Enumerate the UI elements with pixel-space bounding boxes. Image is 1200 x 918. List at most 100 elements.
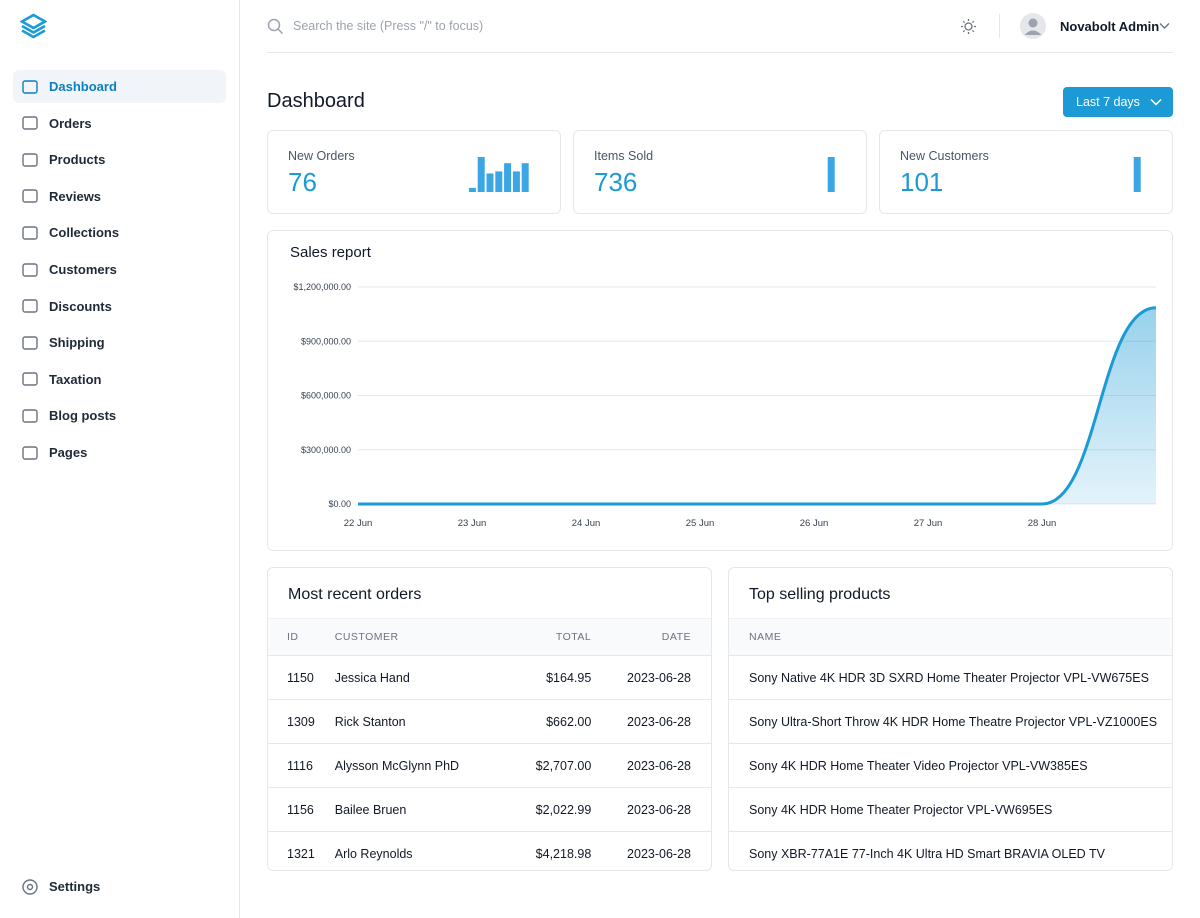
nav-icon <box>22 299 38 313</box>
nav-icon <box>22 445 38 460</box>
header-row: NAME <box>729 618 1172 656</box>
user-menu-chevron[interactable] <box>1159 22 1170 30</box>
table-cell: $2,022.99 <box>512 787 592 832</box>
range-button[interactable]: Last 7 days <box>1063 87 1173 117</box>
nav-label: Products <box>49 152 106 168</box>
y-tick-label: $1,200,000.00 <box>293 282 351 292</box>
nav-item[interactable]: Shipping <box>13 326 226 359</box>
nav-icon-shape <box>22 262 38 277</box>
table-cell: Jessica Hand <box>334 655 513 700</box>
table-cell: $164.95 <box>512 655 592 700</box>
table-cell: Bailee Bruen <box>334 787 513 832</box>
nav-icon-shape <box>22 116 38 130</box>
table-cell: Sony 4K HDR Home Theater Video Projector… <box>729 743 1172 788</box>
table-cell: 1309 <box>268 699 335 744</box>
table-row[interactable]: 1150 Jessica Hand $164.95 2023-06-28 <box>268 655 711 700</box>
nav-item[interactable]: Dashboard <box>13 70 226 103</box>
orders-card: Most recent orders ID CUSTOMER TOTAL DATE 11… <box>267 567 712 871</box>
nav-icon-shape <box>22 335 38 350</box>
nav-item[interactable]: Products <box>13 143 226 176</box>
nav-item[interactable]: Collections <box>13 216 226 249</box>
column-header: ID <box>268 618 335 656</box>
stat-label: Items Sold <box>594 149 654 163</box>
table-row[interactable]: 1116 Alysson McGlynn PhD $2,707.00 2023-06-… <box>268 743 711 788</box>
nav-item[interactable]: Reviews <box>13 180 226 213</box>
nav-icon-shape <box>22 409 38 423</box>
table-row[interactable]: Sony Ultra-Short Throw 4K HDR Home Theat… <box>729 699 1172 744</box>
line <box>358 306 1157 506</box>
y-tick-label: $600,000.00 <box>301 391 351 401</box>
nav-label: Discounts <box>49 298 112 314</box>
stat-label: New Customers <box>900 149 989 163</box>
nav-label: Customers <box>49 262 117 277</box>
nav-label: Orders <box>49 115 92 131</box>
nav-item[interactable]: Taxation <box>13 363 226 396</box>
table-row[interactable]: Sony 4K HDR Home Theater Video Projector… <box>729 743 1172 788</box>
search-input[interactable]: Search the site (Press "/" to focus) <box>293 19 484 33</box>
logo[interactable] <box>20 13 47 40</box>
nav-item[interactable]: Orders <box>13 107 226 140</box>
avatar[interactable] <box>1020 13 1046 39</box>
topbar: Search the site (Press "/" to focus) Nov… <box>267 0 1173 53</box>
spark-bar <box>521 163 529 192</box>
nav-icon <box>22 79 38 94</box>
range-label: Last 7 days <box>1076 95 1140 109</box>
x-tick-label: 24 Jun <box>572 518 601 529</box>
column-header: TOTAL <box>512 618 592 656</box>
nav-label: Reviews <box>49 188 102 204</box>
nav-label: Dashboard <box>49 79 117 94</box>
user-name[interactable]: Novabolt Admin <box>1060 19 1160 34</box>
orders-table: ID CUSTOMER TOTAL DATE 1150 Jessica Hand $164.… <box>268 618 711 871</box>
nav-label: Shipping <box>49 335 105 351</box>
table-row[interactable]: 1321 Arlo Reynolds $4,218.98 2023-06-28 <box>268 832 711 871</box>
stat-value: 736 <box>594 167 638 197</box>
table-row[interactable]: Sony 4K HDR Home Theater Projector VPL-V… <box>729 787 1172 832</box>
spark-bar <box>495 171 503 192</box>
spark-bar <box>468 187 476 192</box>
nav-icon-shape <box>22 152 38 167</box>
nav-icon <box>22 335 38 350</box>
table-row[interactable]: Sony XBR-77A1E 77-Inch 4K Ultra HD Smart… <box>729 832 1172 871</box>
sidebar: Dashboard Orders Products Reviews Collection… <box>0 0 240 918</box>
nav-icon <box>22 116 38 130</box>
nav-label: Blog posts <box>49 408 117 424</box>
stat-card: New Orders 76 <box>267 130 561 214</box>
stat-card: New Customers 101 <box>879 130 1173 214</box>
x-tick-label: 22 Jun <box>344 518 373 529</box>
spark-bar <box>477 157 485 192</box>
spark-bar <box>486 173 494 192</box>
settings-link[interactable]: Settings <box>13 870 226 903</box>
divider <box>999 14 1000 38</box>
sparkline <box>1133 157 1141 192</box>
column-header: CUSTOMER <box>334 618 513 656</box>
nav-item[interactable]: Blog posts <box>13 399 226 432</box>
table-row[interactable]: 1156 Bailee Bruen $2,022.99 2023-06-28 <box>268 787 711 832</box>
nav-icon <box>22 372 38 386</box>
chart-title: Sales report <box>290 244 371 261</box>
products-table: NAME Sony Native 4K HDR 3D SXRD Home Thea… <box>729 618 1172 871</box>
table-cell: 1150 <box>268 655 335 700</box>
stat-value: 101 <box>900 167 944 197</box>
nav-item[interactable]: Customers <box>13 253 226 286</box>
nav-icon-shape <box>22 372 38 386</box>
nav-icon-shape <box>22 189 38 203</box>
sparkline <box>468 157 529 192</box>
nav-icon <box>22 262 38 277</box>
range-chevron <box>1150 98 1162 106</box>
column-header: NAME <box>729 618 1172 656</box>
theme-toggle[interactable] <box>960 18 977 35</box>
spark-bar <box>512 171 520 192</box>
nav-item[interactable]: Discounts <box>13 290 226 323</box>
header-row: ID CUSTOMER TOTAL DATE <box>268 618 711 656</box>
spark-bar <box>504 163 512 192</box>
table-cell: Sony XBR-77A1E 77-Inch 4K Ultra HD Smart… <box>749 846 1105 861</box>
spark-bar <box>827 157 835 192</box>
table-cell: 2023-06-28 <box>591 787 711 832</box>
table-row[interactable]: Sony Native 4K HDR 3D SXRD Home Theater … <box>729 655 1172 700</box>
table-cell: 2023-06-28 <box>591 655 711 700</box>
y-tick-label: $900,000.00 <box>301 336 351 346</box>
nav-item[interactable]: Pages <box>13 436 226 469</box>
x-tick-label: 23 Jun <box>458 518 487 529</box>
page-title: Dashboard <box>267 90 365 112</box>
table-row[interactable]: 1309 Rick Stanton $662.00 2023-06-28 <box>268 699 711 744</box>
